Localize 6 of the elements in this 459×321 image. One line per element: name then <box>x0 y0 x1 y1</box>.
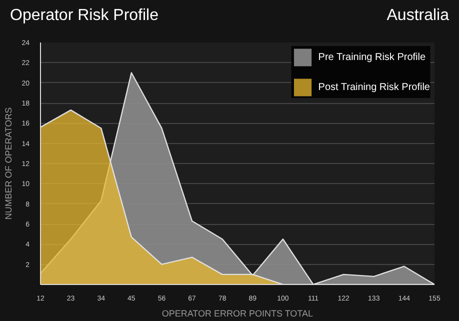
x-axis-title: OPERATOR ERROR POINTS TOTAL <box>162 308 314 318</box>
chart-subtitle: Australia <box>386 6 449 26</box>
legend-label: Post Training Risk Profile <box>318 82 430 92</box>
y-axis-title: NUMBER OF OPERATORS <box>4 107 14 220</box>
chart-title: Operator Risk Profile <box>10 6 158 26</box>
legend-label: Pre Training Risk Profile <box>318 52 426 62</box>
